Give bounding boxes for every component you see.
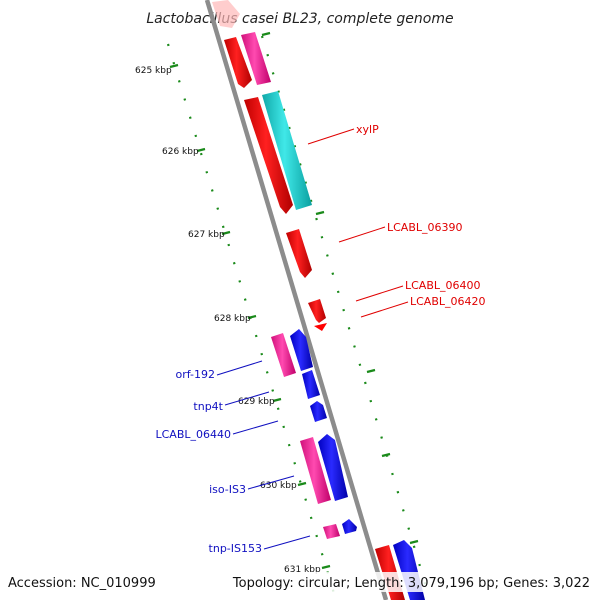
tick-label: 626 kbp [162,147,199,157]
tick-label: 630 kbp [260,481,297,491]
tick-label: 631 kbp [284,565,321,575]
tick-label: 625 kbp [135,66,172,76]
gene-label: LCABL_06390 [387,221,463,234]
genome-summary-text: Topology: circular; Length: 3,079,196 bp… [232,576,590,591]
label-leaders [216,128,409,550]
gene-feature [271,333,296,377]
map-title: Lactobacillus casei BL23, complete genom… [146,11,453,27]
gene-feature [318,434,348,501]
genome-backbone [204,0,389,600]
gene-label: xylP [356,123,379,136]
tick-label: 629 kbp [238,397,275,407]
gene-feature [290,329,313,371]
gene-feature [244,97,293,214]
accession-text: Accession: NC_010999 [8,576,156,591]
gene-feature [212,0,240,28]
gene-label: LCABL_06400 [405,279,481,292]
gene-label: iso-IS3 [209,483,246,496]
right-tick-track [260,35,432,600]
gene-label: tnp4t [193,400,223,413]
tick-label: 627 kbp [188,230,225,240]
gene-feature [314,323,327,331]
gene-feature [241,32,271,85]
gene-feature [323,524,340,539]
gene-feature [286,229,312,278]
gene-feature [308,299,326,323]
gene-feature [310,401,327,422]
gene-feature [262,91,312,210]
left-tick-track [166,43,338,600]
gene-label: LCABL_06440 [155,428,231,441]
gene-feature [224,37,252,88]
gene-feature [300,437,331,504]
footer-summary-bg [258,572,596,592]
kbp-tick-marks [169,31,419,570]
footer-accession-bg [4,572,150,592]
gene-label: LCABL_06420 [410,295,486,308]
gene-feature [302,370,320,399]
gene-label: tnp-IS153 [209,542,262,555]
gene-feature [342,519,357,534]
tick-label: 628 kbp [214,314,251,324]
gene-label: orf-192 [176,368,216,381]
gene-features [212,0,425,600]
